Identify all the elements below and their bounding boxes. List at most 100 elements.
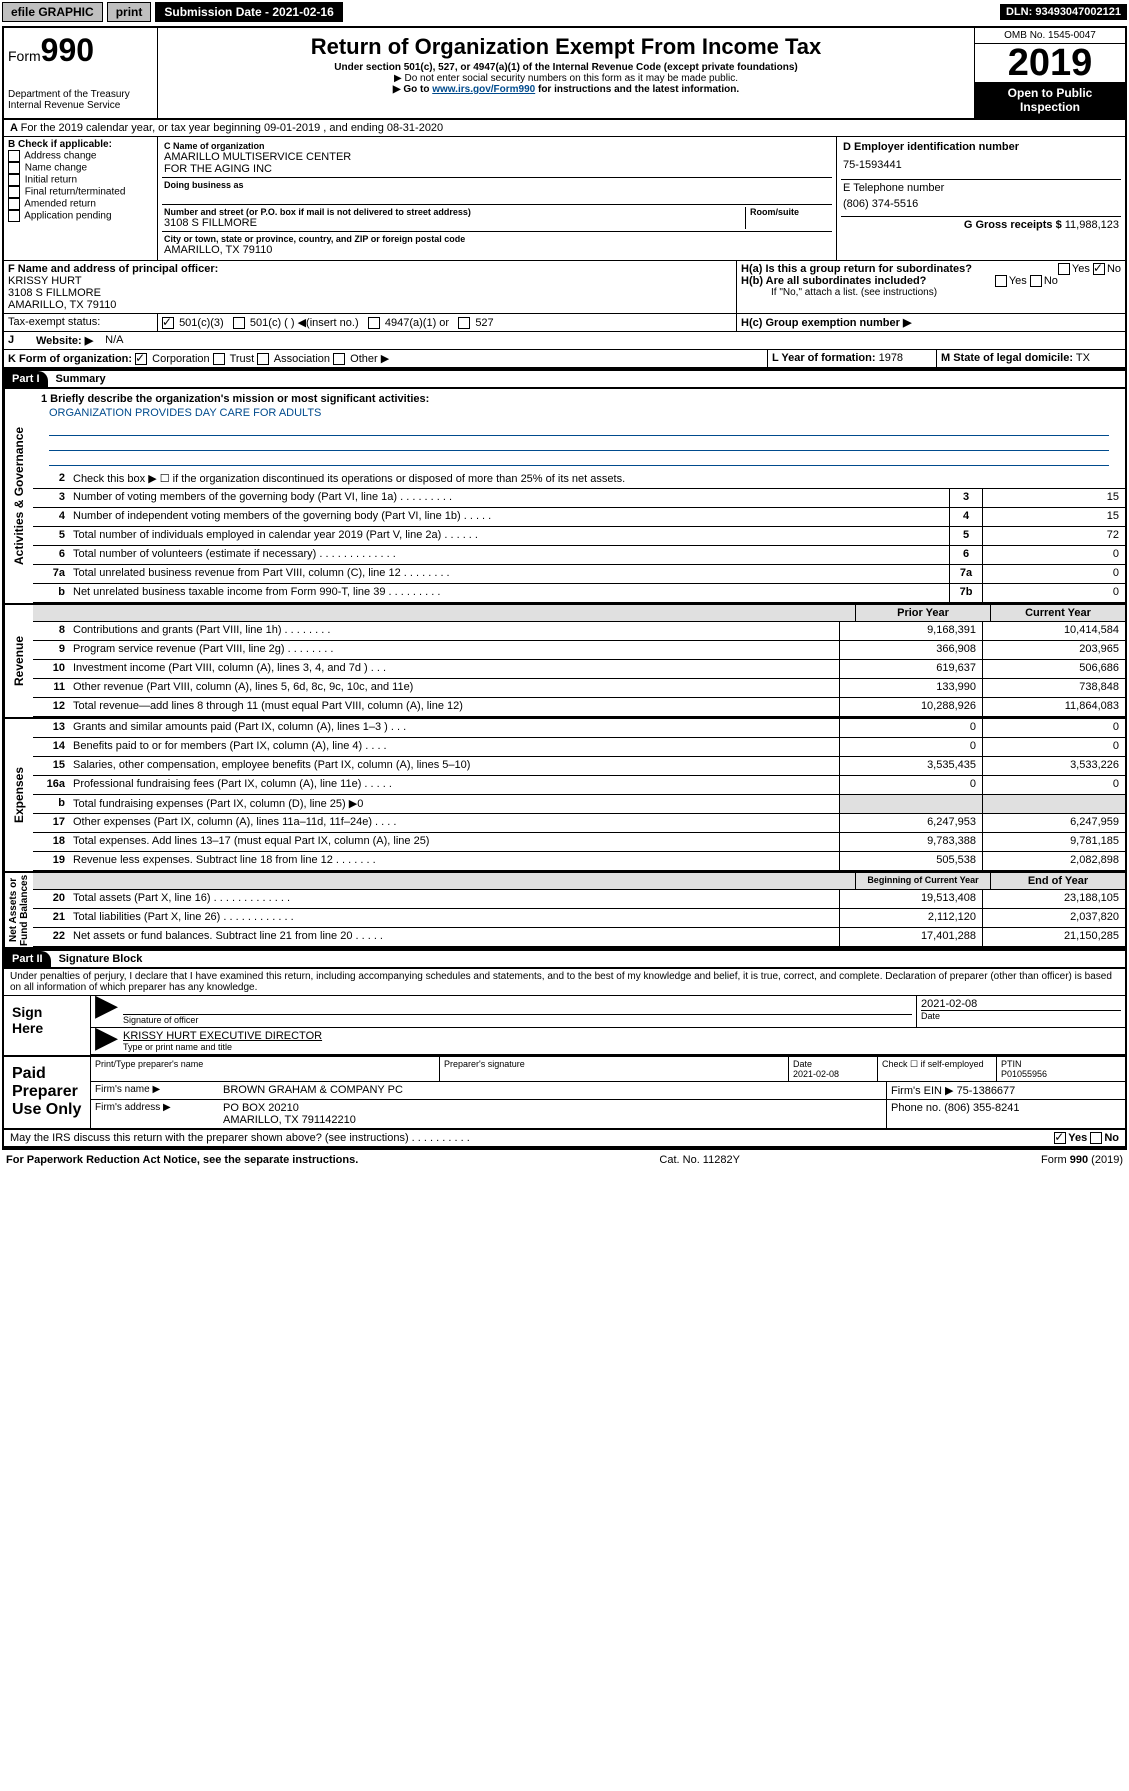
governance-vlabel: Activities & Governance [4,389,33,603]
hb-label: H(b) Are all subordinates included? [741,275,926,287]
form-subtitle: Under section 501(c), 527, or 4947(a)(1)… [162,62,970,73]
tax-year: 2019 [975,44,1125,82]
officer-typed-name: KRISSY HURT EXECUTIVE DIRECTOR [123,1030,1121,1042]
expenses-vlabel: Expenses [4,719,33,871]
org-name-label: C Name of organization [164,141,830,151]
assoc-checkbox[interactable] [257,353,269,365]
revenue-vlabel: Revenue [4,605,33,717]
revenue-header: Prior Year Current Year [33,605,1125,622]
opt-4947: 4947(a)(1) or [385,317,449,329]
dln: DLN: 93493047002121 [1000,4,1127,20]
street-address: 3108 S FILLMORE [164,217,745,229]
website-label: Website: ▶ [32,332,97,349]
data-line: 22Net assets or fund balances. Subtract … [33,928,1125,947]
gov-line: 6Total number of volunteers (estimate if… [33,546,1125,565]
officer-addr: 3108 S FILLMORE AMARILLO, TX 79110 [8,287,732,311]
part1-title: Summary [48,373,106,385]
other-checkbox[interactable] [333,353,345,365]
ein-label: D Employer identification number [843,141,1119,153]
data-line: 16aProfessional fundraising fees (Part I… [33,776,1125,795]
ptin-label: PTIN [1001,1059,1022,1069]
officer-group-row: F Name and address of principal officer:… [4,261,1125,314]
hb-yes-checkbox[interactable] [995,275,1007,287]
perjury-statement: Under penalties of perjury, I declare th… [4,969,1125,996]
efile-button[interactable]: efile GRAPHIC [2,2,103,22]
gross-receipts-label: G Gross receipts $ [964,219,1062,231]
hc-label: H(c) Group exemption number ▶ [741,317,911,329]
gov-line: bNet unrelated business taxable income f… [33,584,1125,603]
data-line: 21Total liabilities (Part X, line 26) . … [33,909,1125,928]
dba-label: Doing business as [164,180,830,190]
boxb-checkbox[interactable] [8,210,20,222]
footer-right: Form 990 (2019) [1041,1154,1123,1166]
tax-exempt-label: Tax-exempt status: [4,314,158,331]
k-label: K Form of organization: [8,353,132,365]
year-formation: 1978 [879,352,903,364]
entity-block: B Check if applicable: Address change Na… [4,137,1125,261]
ha-yes-checkbox[interactable] [1058,263,1070,275]
box-b-label: B Check if applicable: [8,139,153,150]
org-name: AMARILLO MULTISERVICE CENTER FOR THE AGI… [164,151,830,175]
boxb-checkbox[interactable] [8,150,20,162]
form-org-row: K Form of organization: Corporation Trus… [4,350,1125,369]
boxb-checkbox[interactable] [8,186,20,198]
data-line: 20Total assets (Part X, line 16) . . . .… [33,890,1125,909]
form-number: Form990 [8,32,153,69]
goto-post: for instructions and the latest informat… [535,84,739,95]
prep-date-label: Date [793,1059,812,1069]
city-label: City or town, state or province, country… [164,234,830,244]
gov-line: 5Total number of individuals employed in… [33,527,1125,546]
opt-trust: Trust [230,353,255,365]
netassets-vlabel: Net Assets or Fund Balances [4,873,33,947]
state-domicile: TX [1076,352,1090,364]
page-footer: For Paperwork Reduction Act Notice, see … [0,1152,1129,1168]
ha-label: H(a) Is this a group return for subordin… [741,263,972,275]
note-goto: ▶ Go to www.irs.gov/Form990 for instruct… [162,84,970,95]
sign-here-section: Sign Here ▶ Signature of officer 2021-02… [4,996,1125,1057]
firm-ein: 75-1386677 [957,1085,1016,1097]
boxb-checkbox[interactable] [8,198,20,210]
officer-label: F Name and address of principal officer: [8,263,732,275]
goto-pre: ▶ Go to [393,84,432,95]
irs-link[interactable]: www.irs.gov/Form990 [432,84,535,95]
l-label: L Year of formation: [772,352,876,364]
sig-date-label: Date [921,1010,1121,1021]
tax-period: For the 2019 calendar year, or tax year … [21,122,444,134]
501c3-checkbox[interactable] [162,317,174,329]
527-checkbox[interactable] [458,317,470,329]
print-button[interactable]: print [107,2,152,22]
form-990-num: 990 [41,32,94,68]
trust-checkbox[interactable] [213,353,225,365]
mission-label: 1 Briefly describe the organization's mi… [41,393,1117,405]
hb-no-checkbox[interactable] [1030,275,1042,287]
typed-name-label: Type or print name and title [123,1042,1121,1052]
part2-title: Signature Block [51,953,143,965]
officer-name: KRISSY HURT [8,275,732,287]
firm-addr: PO BOX 20210 AMARILLO, TX 791142210 [219,1100,887,1128]
boxb-checkbox[interactable] [8,162,20,174]
firm-name: BROWN GRAHAM & COMPANY PC [219,1082,887,1099]
submission-date: Submission Date - 2021-02-16 [155,2,342,22]
opt-assoc: Association [274,353,330,365]
footer-mid: Cat. No. 11282Y [659,1154,740,1166]
boxb-checkbox[interactable] [8,174,20,186]
addr-label: Number and street (or P.O. box if mail i… [164,207,745,217]
firm-phone: (806) 355-8241 [944,1102,1019,1114]
corp-checkbox[interactable] [135,353,147,365]
website-value: N/A [97,332,127,349]
firm-phone-label: Phone no. [891,1102,941,1114]
501c-checkbox[interactable] [233,317,245,329]
discuss-yes-checkbox[interactable] [1054,1132,1066,1144]
discuss-no-checkbox[interactable] [1090,1132,1102,1144]
net-header: Beginning of Current Year End of Year [33,873,1125,890]
4947-checkbox[interactable] [368,317,380,329]
prep-sig-label: Preparer's signature [440,1057,789,1081]
current-year-header: Current Year [990,605,1125,621]
ha-no-checkbox[interactable] [1093,263,1105,275]
paid-preparer-section: Paid Preparer Use Only Print/Type prepar… [4,1057,1125,1130]
ein-value: 75-1593441 [843,153,1119,177]
ptin-value: P01055956 [1001,1069,1047,1079]
opt-other: Other ▶ [350,353,389,365]
part2-label: Part II [4,951,51,967]
dept-treasury: Department of the Treasury Internal Reve… [8,89,153,111]
